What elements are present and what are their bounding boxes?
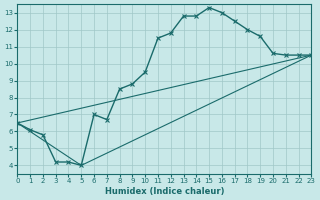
X-axis label: Humidex (Indice chaleur): Humidex (Indice chaleur) <box>105 187 224 196</box>
